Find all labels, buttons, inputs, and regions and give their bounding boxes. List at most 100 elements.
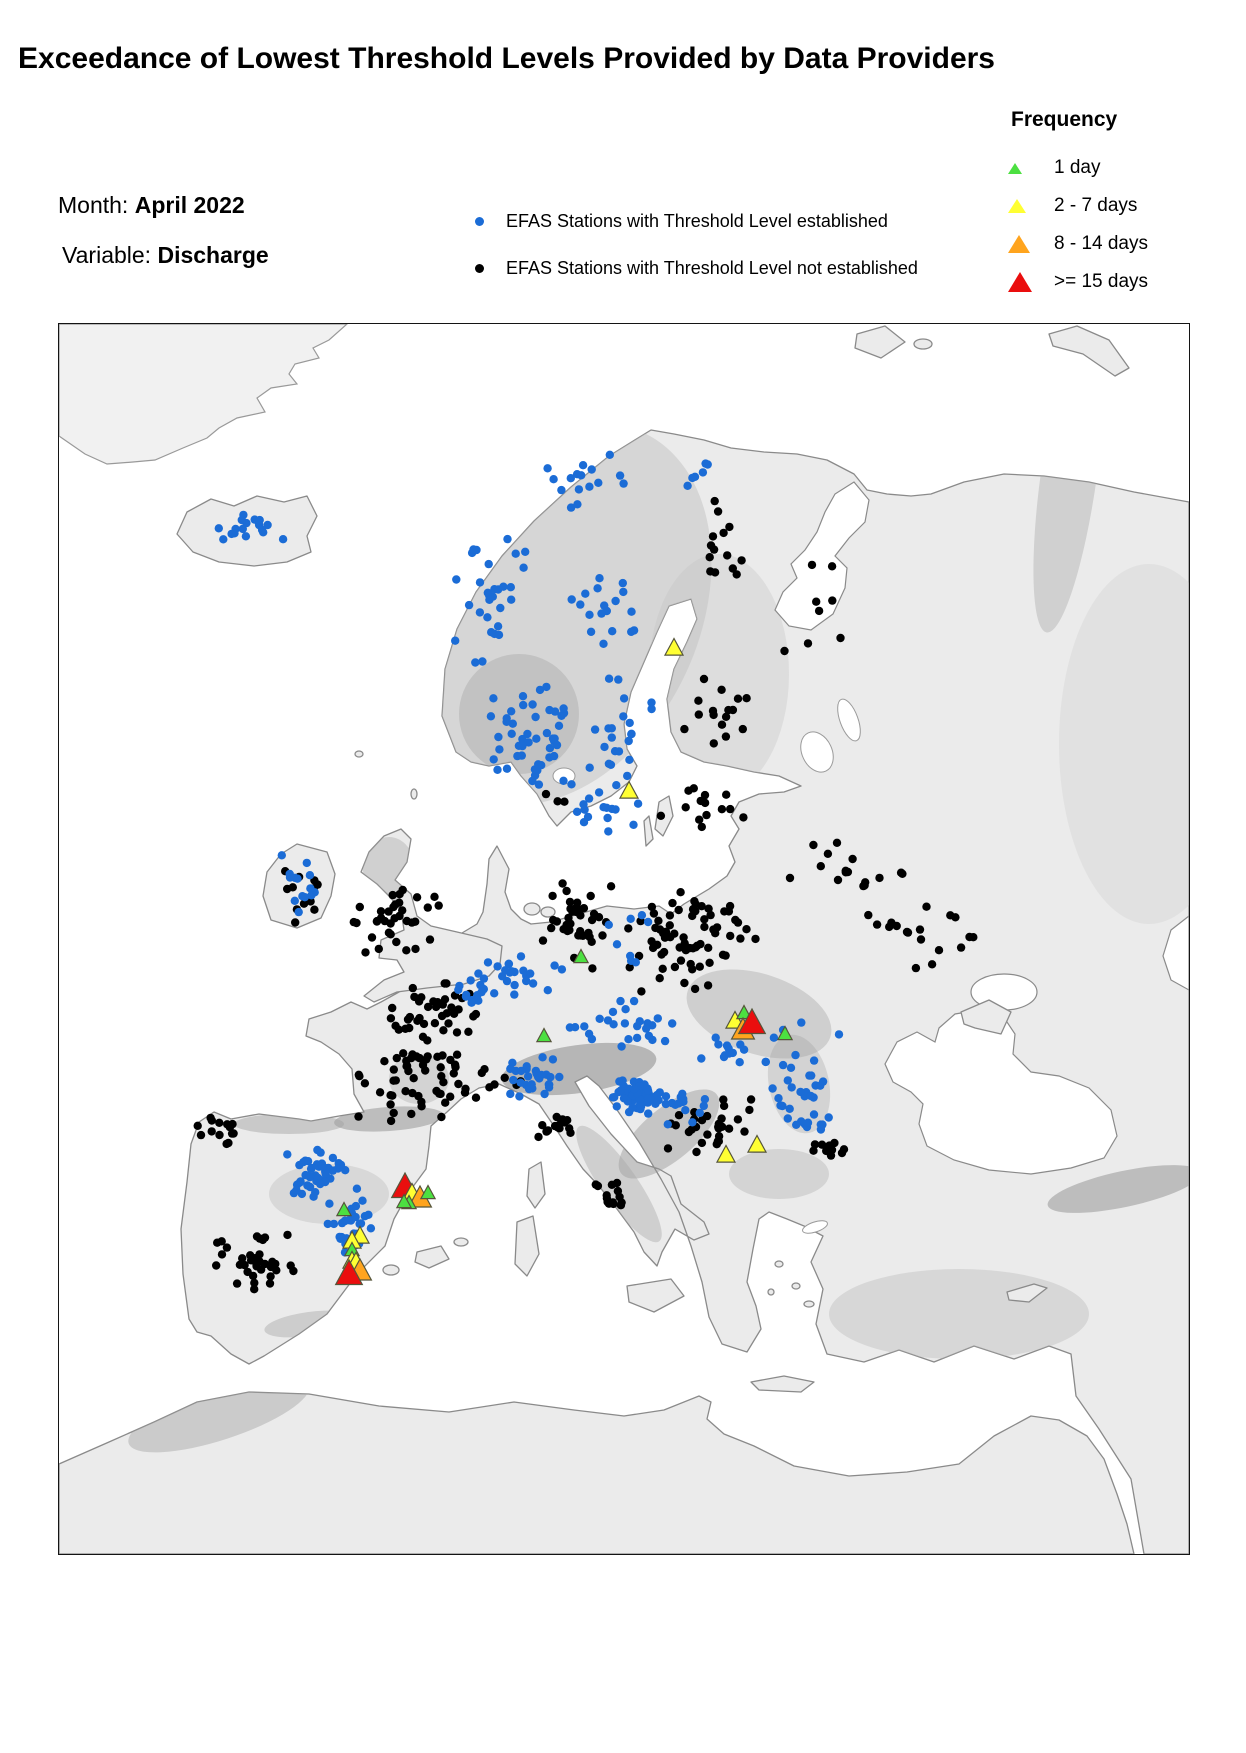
station-dot-established — [678, 1089, 687, 1098]
station-dot-established — [318, 1162, 327, 1171]
station-dot-not_established — [421, 1066, 430, 1075]
page-title: Exceedance of Lowest Threshold Levels Pr… — [18, 42, 995, 75]
station-dot-established — [498, 972, 507, 981]
station-dot-established — [604, 674, 614, 683]
station-dot-established — [805, 1071, 814, 1080]
station-dot-established — [769, 1033, 779, 1042]
station-dot-established — [578, 461, 588, 470]
station-dot-not_established — [859, 881, 868, 891]
station-dot-not_established — [687, 1125, 696, 1134]
station-dot-established — [351, 1201, 361, 1211]
station-dot-established — [605, 450, 614, 459]
station-dot-not_established — [423, 1002, 433, 1012]
station-dot-established — [542, 682, 551, 692]
station-dot-not_established — [248, 1271, 258, 1281]
station-dot-not_established — [898, 869, 907, 878]
station-dot-not_established — [384, 907, 393, 916]
station-dot-established — [635, 1095, 645, 1104]
station-dot-established — [531, 712, 540, 722]
legend-stations-established-label: EFAS Stations with Threshold Level estab… — [506, 211, 888, 231]
aegean-island-4 — [767, 1288, 775, 1296]
station-dot-not_established — [444, 1019, 453, 1028]
station-dot-not_established — [229, 1129, 238, 1138]
station-dot-established — [796, 1087, 805, 1097]
station-dot-not_established — [812, 597, 821, 606]
station-dot-not_established — [828, 596, 837, 605]
station-dot-established — [489, 694, 498, 703]
station-dot-established — [283, 1150, 292, 1159]
station-dot-established — [255, 515, 264, 525]
station-dot-not_established — [266, 1272, 275, 1281]
black-dot-icon — [475, 264, 484, 273]
station-dot-not_established — [670, 962, 680, 972]
station-dot-not_established — [566, 904, 575, 913]
station-dot-not_established — [742, 925, 751, 934]
station-dot-established — [735, 1058, 744, 1067]
station-dot-not_established — [425, 935, 435, 944]
station-dot-not_established — [723, 551, 732, 560]
station-dot-not_established — [717, 685, 726, 694]
station-dot-established — [619, 587, 628, 597]
station-dot-not_established — [674, 905, 683, 915]
station-dot-not_established — [413, 1016, 422, 1025]
station-dot-not_established — [717, 1114, 726, 1123]
station-dot-established — [625, 718, 634, 728]
station-dot-not_established — [407, 1053, 416, 1063]
station-dot-established — [607, 733, 616, 742]
station-dot-established — [577, 471, 586, 480]
station-dot-established — [518, 692, 528, 701]
station-dot-established — [506, 1064, 515, 1073]
frequency-legend-row-4: >= 15 days — [1008, 264, 1148, 300]
station-dot-not_established — [250, 1285, 259, 1294]
station-dot-not_established — [709, 925, 718, 934]
station-dot-established — [768, 1084, 777, 1093]
station-dot-established — [580, 805, 589, 814]
station-dot-established — [619, 712, 628, 721]
station-dot-established — [507, 729, 516, 738]
station-dot-established — [325, 1199, 334, 1208]
station-dot-not_established — [394, 1025, 403, 1034]
station-dot-not_established — [215, 1118, 224, 1127]
station-dot-established — [302, 858, 311, 868]
station-dot-not_established — [402, 946, 411, 955]
station-dot-not_established — [391, 1076, 400, 1085]
station-dot-not_established — [653, 940, 662, 949]
station-dot-established — [545, 744, 555, 753]
station-dot-not_established — [376, 907, 386, 916]
frequency-legend-row-2: 2 - 7 days — [1008, 188, 1137, 224]
station-dot-not_established — [386, 930, 395, 939]
station-dot-established — [516, 1078, 525, 1087]
station-dot-established — [626, 914, 635, 923]
station-dot-established — [522, 1062, 531, 1071]
frequency-legend-row-3: 8 - 14 days — [1008, 226, 1148, 262]
station-dot-established — [586, 627, 596, 636]
station-dot-not_established — [714, 1122, 723, 1132]
station-dot-not_established — [660, 933, 670, 942]
station-dot-established — [543, 986, 552, 995]
station-dot-not_established — [386, 1091, 395, 1100]
station-dot-established — [711, 1033, 720, 1042]
station-dot-not_established — [745, 1105, 754, 1115]
station-dot-established — [307, 891, 316, 900]
station-dot-not_established — [733, 918, 743, 927]
station-dot-established — [643, 917, 653, 927]
station-dot-established — [663, 1120, 672, 1129]
station-dot-not_established — [250, 1254, 260, 1263]
crimea-peninsula — [960, 999, 1012, 1035]
station-dot-not_established — [423, 903, 432, 912]
station-dot-established — [507, 707, 516, 716]
station-dot-not_established — [702, 810, 711, 820]
station-dot-established — [290, 896, 299, 905]
station-dot-not_established — [922, 902, 931, 911]
station-dot-not_established — [354, 1070, 363, 1079]
station-dot-not_established — [717, 720, 727, 729]
station-dot-not_established — [375, 1088, 385, 1097]
station-dot-established — [469, 545, 478, 554]
station-dot-established — [809, 1110, 819, 1119]
station-dot-not_established — [360, 1079, 370, 1088]
station-dot-not_established — [736, 934, 745, 943]
station-dot-established — [506, 583, 515, 592]
station-dot-not_established — [388, 890, 397, 900]
shetland-islands — [410, 788, 418, 800]
station-dot-established — [471, 658, 480, 667]
